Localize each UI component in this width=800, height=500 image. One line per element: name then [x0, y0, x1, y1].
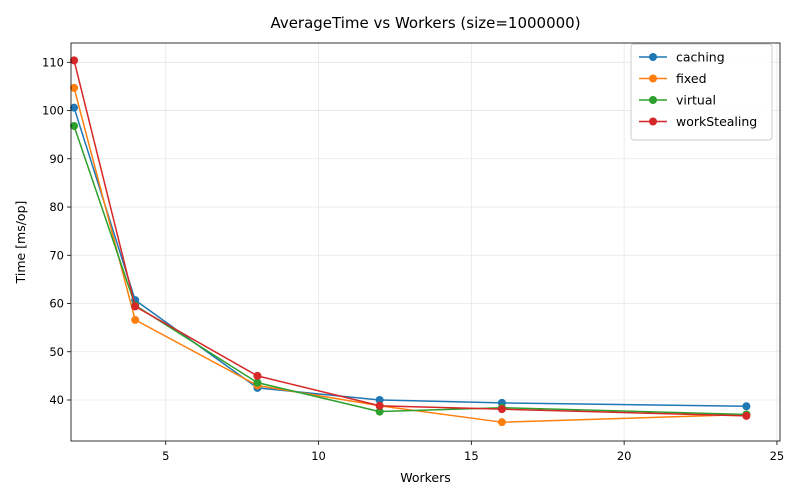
- legend: caching fixed virtual workStealing: [630, 43, 773, 141]
- legend-label-virtual: virtual: [676, 93, 716, 108]
- y-axis-label: Time [ms/op]: [13, 201, 28, 285]
- x-tick-label: 10: [311, 449, 326, 463]
- series-line-workStealing: [73, 60, 747, 417]
- y-tick-label: 110: [42, 55, 64, 69]
- x-axis-label: Workers: [400, 470, 451, 485]
- data-point-virtual: [253, 378, 262, 387]
- legend-label-caching: caching: [676, 50, 725, 65]
- series-caching: [70, 103, 751, 411]
- series-layer: [70, 56, 751, 427]
- series-workStealing: [70, 56, 751, 420]
- legend-label-fixed: fixed: [676, 71, 707, 86]
- legend-marker-workStealing: [649, 117, 657, 126]
- legend-marker-virtual: [649, 96, 657, 104]
- data-point-workStealing: [131, 302, 140, 311]
- data-point-fixed: [70, 83, 79, 92]
- data-point-workStealing: [375, 401, 384, 410]
- legend-box: [630, 43, 773, 141]
- data-point-workStealing: [742, 411, 751, 420]
- data-point-caching: [742, 402, 751, 411]
- y-tick-label: 80: [49, 200, 64, 214]
- legend-item-virtual: virtual: [639, 93, 716, 108]
- series-virtual: [70, 121, 751, 419]
- legend-item-workStealing: workStealing: [639, 114, 757, 129]
- legend-label-workStealing: workStealing: [676, 114, 757, 129]
- plot-frame: [70, 42, 781, 442]
- x-tick-label: 25: [770, 449, 785, 463]
- y-tick-label: 40: [49, 393, 64, 407]
- axis-ticks: 5 10 15 20 25 40 50 60 70 80 90 100 110: [42, 55, 784, 463]
- data-point-caching: [375, 395, 384, 404]
- series-line-caching: [73, 107, 747, 408]
- legend-item-fixed: fixed: [639, 71, 707, 86]
- data-point-virtual: [375, 407, 384, 416]
- y-tick-label: 100: [42, 104, 64, 118]
- x-tick-label: 15: [464, 449, 479, 463]
- data-point-workStealing: [253, 371, 262, 380]
- y-tick-label: 60: [49, 297, 64, 311]
- x-tick-label: 20: [617, 449, 632, 463]
- data-point-virtual: [70, 121, 79, 130]
- series-line-virtual: [73, 125, 747, 416]
- y-tick-label: 70: [49, 248, 64, 262]
- data-point-fixed: [131, 315, 140, 324]
- legend-item-caching: caching: [639, 50, 725, 65]
- series-line-fixed: [73, 87, 747, 423]
- data-point-caching: [70, 103, 79, 112]
- chart-title: AverageTime vs Workers (size=1000000): [270, 14, 580, 32]
- legend-marker-fixed: [649, 74, 657, 83]
- y-tick-label: 50: [49, 345, 64, 359]
- data-point-workStealing: [70, 56, 79, 65]
- data-point-workStealing: [497, 405, 506, 414]
- legend-marker-caching: [649, 53, 657, 61]
- data-point-fixed: [497, 418, 506, 427]
- y-tick-label: 90: [49, 152, 64, 166]
- x-tick-label: 5: [162, 449, 169, 463]
